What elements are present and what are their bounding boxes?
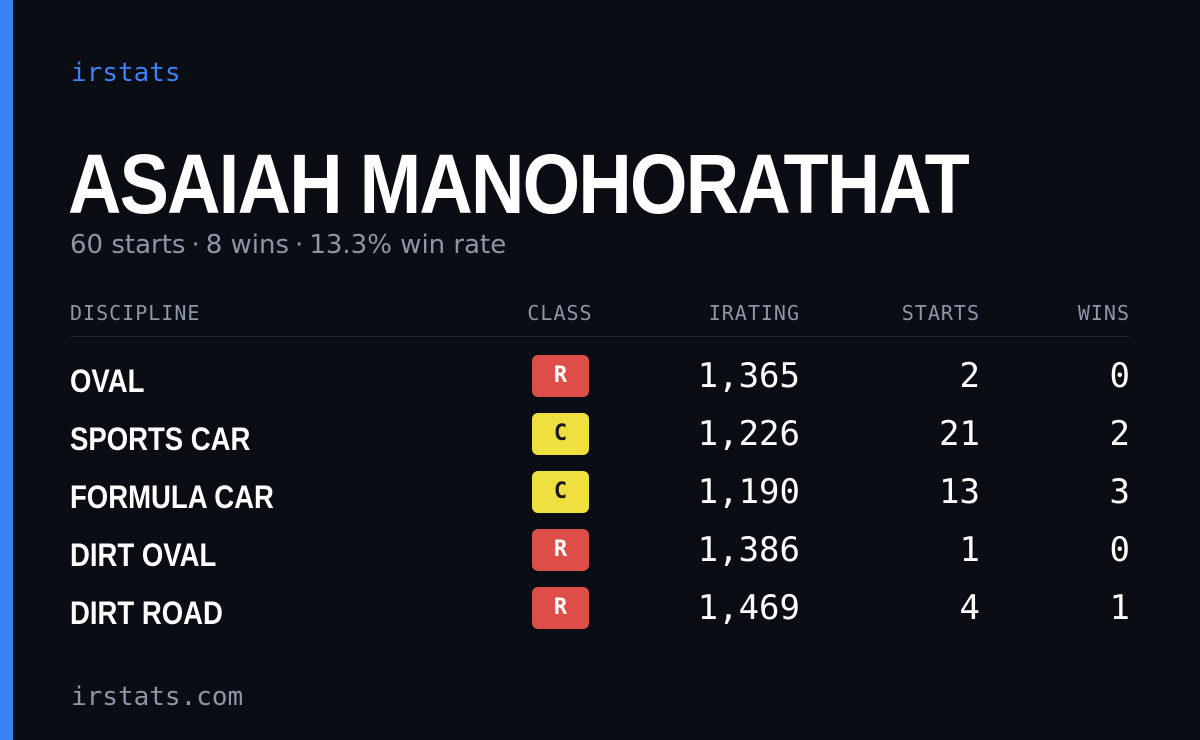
wins-value: 0 [1109,530,1130,570]
column-header-irating: IRATING [708,301,800,325]
driver-name: ASAIAH MANOHORATHAT [68,137,970,231]
wins-value: 0 [1109,356,1130,396]
discipline-stats-table: DISCIPLINE CLASS IRATING STARTS WINS OVA… [70,296,1130,641]
column-header-class: CLASS [527,301,593,325]
irating-value: 1,469 [697,588,800,628]
discipline-name: DIRT ROAD [70,595,223,631]
license-class-badge: C [532,413,589,455]
license-class-badge: R [532,529,589,571]
starts-value: 21 [939,414,980,454]
column-header-discipline: DISCIPLINE [70,301,201,325]
summary-wins: 8 wins [205,230,290,260]
discipline-name: OVAL [70,363,145,399]
wins-value: 3 [1109,472,1130,512]
table-row: FORMULA CAR C 1,190 13 3 [70,467,1130,525]
discipline-name: FORMULA CAR [70,479,274,515]
table-row: DIRT OVAL R 1,386 1 0 [70,525,1130,583]
table-row: DIRT ROAD R 1,469 4 1 [70,583,1130,641]
wins-value: 2 [1109,414,1130,454]
driver-summary: 60 starts · 8 wins · 13.3% win rate [70,228,506,262]
starts-value: 2 [959,356,980,396]
summary-separator: · [191,230,200,260]
table-body: OVAL R 1,365 2 0 SPORTS CAR C 1,226 21 2 FORMULA C… [70,351,1130,641]
summary-win-rate: 13.3% win rate [309,230,507,260]
starts-value: 1 [959,530,980,570]
table-header: DISCIPLINE CLASS IRATING STARTS WINS [70,296,1130,337]
starts-value: 13 [939,472,980,512]
irating-value: 1,226 [697,414,800,454]
irating-value: 1,190 [697,472,800,512]
license-class-badge: R [532,587,589,629]
table-row: SPORTS CAR C 1,226 21 2 [70,409,1130,467]
discipline-name: SPORTS CAR [70,421,251,457]
footer-url: irstats.com [71,682,244,712]
irating-value: 1,365 [697,356,800,396]
column-header-wins: WINS [1077,301,1130,325]
summary-separator: · [295,230,304,260]
license-class-badge: R [532,355,589,397]
column-header-starts: STARTS [901,301,980,325]
license-class-badge: C [532,471,589,513]
table-row: OVAL R 1,365 2 0 [70,351,1130,409]
summary-starts: 60 starts [70,230,186,260]
brand-logo-text: irstats [71,58,181,88]
discipline-name: DIRT OVAL [70,537,217,573]
accent-bar [0,0,13,740]
irating-value: 1,386 [697,530,800,570]
wins-value: 1 [1109,588,1130,628]
starts-value: 4 [959,588,980,628]
